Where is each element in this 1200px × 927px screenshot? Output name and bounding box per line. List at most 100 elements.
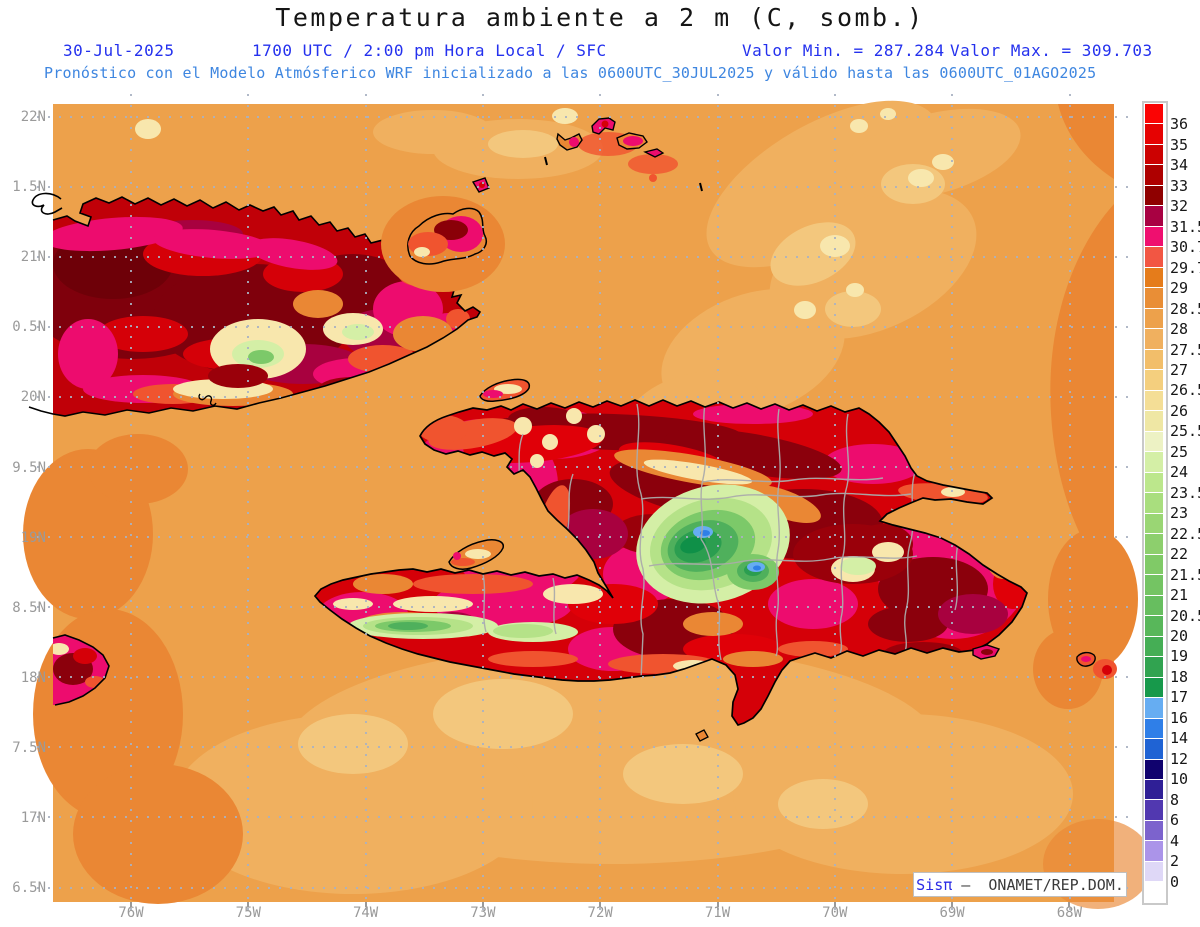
colorbar-tick-label: 10	[1170, 770, 1189, 789]
colorbar-segment	[1145, 616, 1163, 637]
page-title: Temperatura ambiente a 2 m (C, somb.)	[275, 3, 925, 32]
x-axis-tick	[481, 902, 484, 907]
colorbar-tick-label: 29	[1170, 279, 1189, 298]
colorbar-segment	[1145, 841, 1163, 862]
x-axis-tick	[716, 902, 719, 907]
beata-island	[695, 729, 709, 742]
colorbar-tick-label: 20	[1170, 627, 1189, 645]
x-axis-label: 69W	[939, 905, 965, 921]
colorbar-segment	[1145, 165, 1163, 186]
colorbar-segment	[1145, 431, 1163, 453]
value-min-label: Valor Min. = 287.284	[742, 41, 945, 60]
colorbar-segment	[1145, 575, 1163, 596]
guantanamo-bay-outline	[198, 393, 217, 406]
y-axis-label: 7.5N	[12, 739, 46, 756]
x-axis-label: 73W	[470, 905, 496, 921]
watermark-brand: Sisπ	[916, 875, 953, 894]
colorbar-tick-label: 33	[1170, 176, 1189, 195]
colorbar-tick-label: 12	[1170, 749, 1189, 768]
colorbar-tick-label: 18	[1170, 667, 1189, 686]
colorbar-segment	[1145, 657, 1163, 678]
x-axis-label: 76W	[118, 905, 144, 921]
colorbar-segment	[1145, 636, 1163, 658]
x-axis-label: 74W	[352, 905, 379, 921]
colorbar-tick-label: 23.5	[1170, 483, 1200, 502]
x-axis-label: 70W	[822, 905, 848, 921]
bahamas-islands	[381, 117, 703, 292]
colorbar-tick-label: 34	[1170, 156, 1189, 175]
colorbar-segment	[1145, 185, 1163, 207]
y-axis-label: 8.5N	[12, 599, 46, 616]
colorbar-tick-label: 28	[1170, 320, 1189, 339]
colorbar-segment	[1145, 472, 1163, 494]
colorbar-tick-label: 27	[1170, 361, 1189, 379]
mona-island	[1076, 651, 1117, 679]
colorbar-segment	[1145, 370, 1163, 391]
temperature-map-canvas	[23, 94, 1153, 910]
colorbar-tick-label: 32	[1170, 197, 1189, 216]
watermark-badge: Sisπ – ONAMET/REP.DOM.	[913, 872, 1127, 897]
colorbar-segment	[1145, 759, 1163, 780]
saona-island	[972, 644, 1001, 660]
watermark-org: – ONAMET/REP.DOM.	[952, 875, 1124, 894]
colorbar-segment	[1145, 206, 1163, 227]
valid-time: 1700 UTC / 2:00 pm Hora Local / SFC	[252, 41, 607, 60]
colorbar-tick-label: 26	[1170, 401, 1189, 420]
colorbar-segment	[1145, 595, 1163, 617]
lat-lon-gridlines	[37, 94, 1128, 910]
x-axis-tick	[364, 902, 367, 907]
colorbar-tick-label: 23	[1170, 504, 1189, 523]
colorbar-tick-label: 26.5	[1170, 381, 1200, 400]
colorbar-segment	[1145, 513, 1163, 535]
colorbar-tick-label: 31.5	[1170, 217, 1200, 236]
colorbar-tick-label: 6	[1170, 811, 1180, 830]
value-max-label: Valor Max. = 309.703	[950, 41, 1153, 60]
colorbar-tick-label: 4	[1170, 831, 1180, 850]
x-axis-label: 72W	[587, 905, 613, 921]
colorbar-segment	[1145, 144, 1163, 166]
y-axis-label: 22N	[20, 109, 46, 125]
x-axis-tick	[951, 902, 954, 907]
colorbar-segment	[1145, 124, 1163, 145]
colorbar-tick-label: 35	[1170, 135, 1189, 154]
colorbar-tick-label: 25	[1170, 442, 1189, 461]
colorbar-tick-label: 25.5	[1170, 422, 1200, 441]
colorbar-segment	[1145, 226, 1163, 248]
x-axis-tick	[599, 902, 602, 907]
colorbar-segment	[1145, 247, 1163, 268]
colorbar	[1142, 101, 1168, 905]
colorbar-segment	[1145, 718, 1163, 740]
crooked-acklins-islands	[544, 117, 703, 192]
y-axis-label: 0.5N	[12, 319, 46, 336]
gonave-island	[448, 539, 504, 570]
ocean-temperature-shading	[23, 100, 1153, 909]
colorbar-tick-label: 19	[1170, 647, 1189, 666]
y-axis-label: 19N	[20, 529, 46, 546]
colorbar-segment	[1145, 739, 1163, 760]
y-axis-label: 21N	[20, 249, 46, 266]
colorbar-segment	[1145, 390, 1163, 412]
colorbar-tick-label: 21.5	[1170, 565, 1200, 584]
y-axis-label: 6.5N	[12, 880, 46, 897]
y-axis-label: 18N	[20, 669, 46, 686]
forecast-description: Pronóstico con el Modelo Atmósferico WRF…	[44, 64, 1097, 82]
y-axis-label: 9.5N	[12, 459, 46, 476]
colorbar-segment	[1145, 861, 1163, 883]
x-axis-label: 68W	[1056, 905, 1083, 921]
y-axis-label: 17N	[20, 810, 46, 826]
colorbar-segment	[1145, 820, 1163, 842]
colorbar-segment	[1145, 534, 1163, 555]
colorbar-segment	[1145, 800, 1163, 821]
colorbar-tick-label: 36	[1170, 115, 1189, 134]
x-axis-tick	[1068, 902, 1071, 907]
colorbar-segment	[1145, 308, 1163, 330]
x-axis-tick	[130, 902, 132, 907]
colorbar-tick-label: 29.7	[1170, 258, 1200, 277]
y-axis-label: 20N	[20, 389, 46, 406]
colorbar-tick-label: 8	[1170, 790, 1180, 809]
colorbar-tick-label: 24	[1170, 463, 1189, 482]
colorbar-tick-label: 22	[1170, 545, 1189, 564]
colorbar-tick-label: 2	[1170, 852, 1180, 871]
x-axis-tick	[833, 902, 836, 907]
